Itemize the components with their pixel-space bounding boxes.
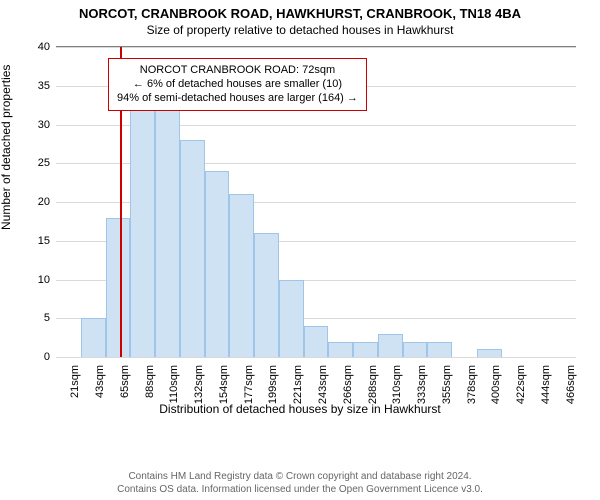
annotation-line: 94% of semi-detached houses are larger (… xyxy=(117,91,358,105)
grid-line xyxy=(56,47,576,48)
histogram-bar xyxy=(353,342,378,358)
y-tick-label: 15 xyxy=(38,235,56,247)
footer-attribution: Contains HM Land Registry data © Crown c… xyxy=(0,470,600,496)
x-axis-label: Distribution of detached houses by size … xyxy=(0,402,600,416)
plot-area: 051015202530354021sqm43sqm65sqm88sqm110s… xyxy=(56,46,576,358)
x-tick-label: 221sqm xyxy=(288,365,304,404)
page-subtitle: Size of property relative to detached ho… xyxy=(0,21,600,37)
x-tick-label: 310sqm xyxy=(387,365,403,404)
histogram-bar xyxy=(106,218,131,358)
x-tick-label: 444sqm xyxy=(536,365,552,404)
annotation-line: NORCOT CRANBROOK ROAD: 72sqm xyxy=(117,63,358,77)
page-title: NORCOT, CRANBROOK ROAD, HAWKHURST, CRANB… xyxy=(0,0,600,21)
x-tick-label: 199sqm xyxy=(263,365,279,404)
x-tick-label: 422sqm xyxy=(511,365,527,404)
y-tick-label: 35 xyxy=(38,80,56,92)
x-tick-label: 243sqm xyxy=(313,365,329,404)
histogram-bar xyxy=(81,318,106,357)
y-tick-label: 20 xyxy=(38,196,56,208)
x-tick-label: 333sqm xyxy=(412,365,428,404)
histogram-bar xyxy=(254,233,279,357)
x-tick-label: 378sqm xyxy=(462,365,478,404)
histogram-bar xyxy=(427,342,452,358)
histogram-bar xyxy=(180,140,205,357)
x-tick-label: 400sqm xyxy=(486,365,502,404)
y-tick-label: 25 xyxy=(38,157,56,169)
histogram-bar xyxy=(229,194,254,357)
y-tick-label: 0 xyxy=(44,351,56,363)
histogram-bar xyxy=(328,342,353,358)
histogram-bar xyxy=(304,326,329,357)
histogram-bar xyxy=(130,109,155,357)
footer-line2: Contains OS data. Information licensed u… xyxy=(0,483,600,496)
y-axis-label: Number of detached properties xyxy=(0,65,13,230)
x-tick-label: 88sqm xyxy=(140,365,156,398)
x-tick-label: 65sqm xyxy=(115,365,131,398)
histogram-bar xyxy=(155,101,180,357)
grid-line xyxy=(56,357,576,358)
x-tick-label: 177sqm xyxy=(239,365,255,404)
histogram-bar xyxy=(403,342,428,358)
x-tick-label: 266sqm xyxy=(338,365,354,404)
y-tick-label: 30 xyxy=(38,119,56,131)
histogram-bar xyxy=(477,349,502,357)
x-tick-label: 21sqm xyxy=(65,365,81,398)
histogram-bar xyxy=(205,171,230,357)
annotation-line: ← 6% of detached houses are smaller (10) xyxy=(117,77,358,91)
x-tick-label: 355sqm xyxy=(437,365,453,404)
x-tick-label: 132sqm xyxy=(189,365,205,404)
footer-line1: Contains HM Land Registry data © Crown c… xyxy=(0,470,600,483)
y-tick-label: 10 xyxy=(38,274,56,286)
annotation-box: NORCOT CRANBROOK ROAD: 72sqm← 6% of deta… xyxy=(108,58,367,111)
chart-container: Number of detached properties 0510152025… xyxy=(0,40,600,420)
histogram-bar xyxy=(279,280,304,358)
x-tick-label: 43sqm xyxy=(90,365,106,398)
x-tick-label: 154sqm xyxy=(214,365,230,404)
histogram-bar xyxy=(378,334,403,357)
x-tick-label: 466sqm xyxy=(561,365,577,404)
x-tick-label: 110sqm xyxy=(164,365,180,403)
y-tick-label: 40 xyxy=(38,41,56,53)
x-tick-label: 288sqm xyxy=(363,365,379,404)
y-tick-label: 5 xyxy=(44,312,56,324)
